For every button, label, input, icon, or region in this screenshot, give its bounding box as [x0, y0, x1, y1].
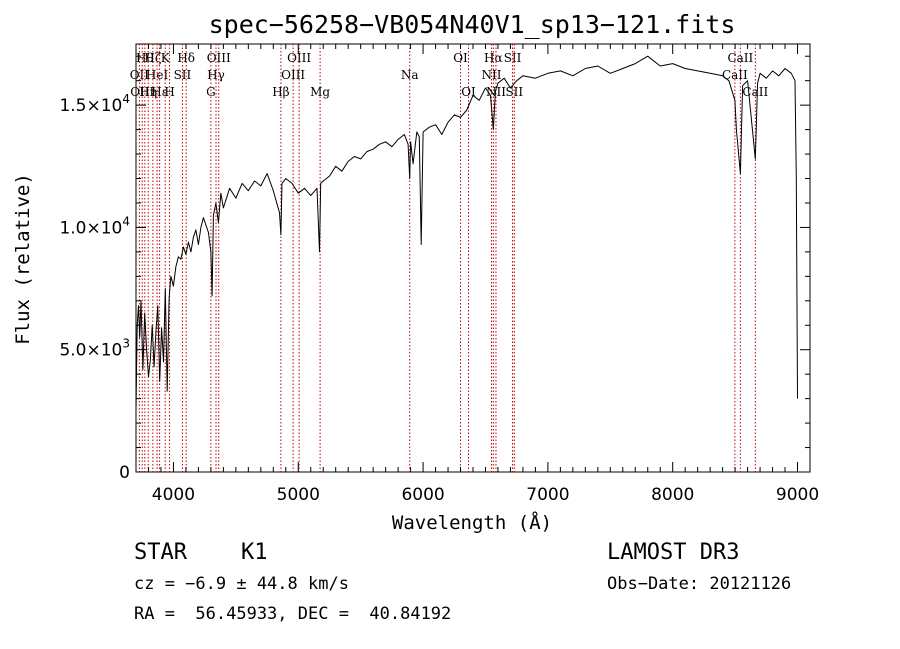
line-marker-label: Mg [310, 85, 330, 99]
x-tick-label: 9000 [776, 485, 819, 505]
line-marker-label: OIII [287, 51, 311, 65]
line-marker-label: OIII [281, 68, 305, 82]
line-marker-label: SII [504, 51, 522, 65]
y-tick-mantissa: 5.0×10 [59, 341, 122, 361]
redshift-velocity: cz = −6.9 ± 44.8 km/s [134, 574, 349, 594]
line-marker-label: K [161, 51, 171, 65]
y-tick-exponent: 3 [122, 337, 130, 351]
plot-frame [135, 43, 811, 473]
observation-date: Obs−Date: 20121126 [607, 574, 792, 594]
line-marker-label: HeI [146, 68, 169, 82]
line-marker-label: SII [505, 85, 523, 99]
line-marker-label: G [206, 85, 216, 99]
line-marker-label: CaII [727, 51, 753, 65]
line-marker-label: NII [486, 85, 506, 99]
line-marker-label: NII [481, 68, 501, 82]
x-tick-label: 7000 [526, 485, 569, 505]
line-marker-label: SII [174, 68, 192, 82]
x-tick-label: 8000 [651, 485, 694, 505]
line-marker-label: Hε [151, 85, 168, 99]
x-tick-label: 6000 [401, 485, 444, 505]
x-tick-label: 4000 [152, 485, 195, 505]
line-marker-label: OI [453, 51, 468, 65]
chart-title: spec−56258−VB054N40V1_sp13−121.fits [209, 10, 736, 39]
line-marker-label: Hα [484, 51, 503, 65]
line-marker-label: Hη [139, 85, 157, 99]
line-marker-label: CaII [742, 85, 768, 99]
object-subclass: K1 [241, 540, 268, 565]
y-tick-exponent: 4 [122, 214, 130, 228]
y-axis-label: Flux (relative) [12, 173, 34, 345]
y-tick-mantissa: 1.0×10 [59, 218, 122, 238]
coordinates: RA = 56.45933, DEC = 40.84192 [134, 604, 452, 624]
y-tick-label: 5.0×103 [59, 337, 130, 361]
y-tick-label: 1.0×104 [59, 214, 130, 238]
x-tick-label: 5000 [277, 485, 320, 505]
survey-name: LAMOST DR3 [607, 540, 740, 565]
y-tick-mantissa: 0 [119, 463, 130, 483]
line-marker-label: CaII [722, 68, 748, 82]
y-tick-label: 1.5×104 [59, 92, 130, 116]
line-marker-label: Hγ [207, 68, 225, 82]
y-tick-mantissa: 1.5×10 [59, 96, 122, 116]
spectrum-series-line [135, 55, 798, 411]
x-axis-label: Wavelength (Å) [392, 511, 552, 534]
line-marker-label: Hβ [272, 85, 289, 99]
line-marker-label: OII [130, 68, 150, 82]
line-marker-label: H [164, 85, 174, 99]
line-marker-label: OIII [207, 51, 231, 65]
line-marker-label: OIII [130, 85, 154, 99]
line-marker-label: Hθ [136, 51, 154, 65]
line-marker-label: OI [461, 85, 476, 99]
line-marker-label: Na [401, 68, 419, 82]
y-tick-exponent: 4 [122, 92, 130, 106]
y-tick-label: 0 [119, 463, 130, 483]
line-marker-label: Hδ [177, 51, 195, 65]
object-class: STAR [134, 540, 187, 565]
